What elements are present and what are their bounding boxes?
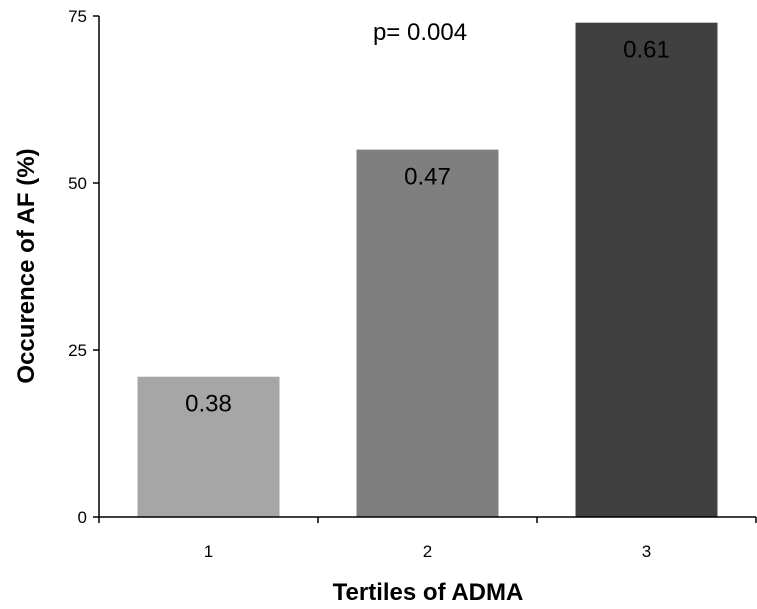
- bar: [575, 22, 718, 518]
- x-tick-label: 1: [204, 542, 213, 561]
- y-ticks-group: 0 25 50 75: [68, 7, 99, 527]
- y-tick-label: 0: [78, 508, 87, 527]
- bar: [137, 376, 280, 517]
- axes-group: [98, 16, 756, 518]
- bar-value-label: 0.47: [404, 164, 451, 191]
- bar-value-label: 0.61: [623, 37, 670, 64]
- x-tick-label: 2: [423, 542, 432, 561]
- x-ticks-group: 1 2 3: [98, 517, 757, 561]
- bar-value-label: 0.38: [185, 391, 232, 418]
- y-tick-label: 50: [68, 174, 87, 193]
- y-tick-label: 75: [68, 7, 87, 26]
- data-labels-group: 0.38 0.47 0.61: [185, 37, 670, 418]
- x-tick-label: 3: [642, 542, 651, 561]
- p-value-annotation: p= 0.004: [373, 19, 467, 46]
- bars-group: [137, 22, 718, 518]
- y-axis-title: Occurence of AF (%): [13, 148, 40, 383]
- y-tick-label: 25: [68, 341, 87, 360]
- x-axis-title: Tertiles of ADMA: [333, 579, 524, 606]
- bar: [356, 149, 499, 517]
